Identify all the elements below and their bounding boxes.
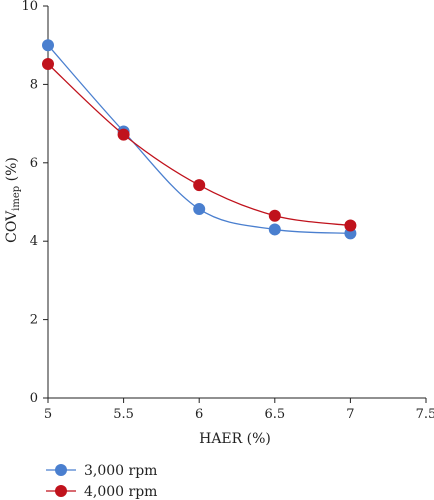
y-ticks: 0 2 4 6 8 10: [21, 0, 48, 406]
series-layer: [42, 39, 357, 240]
y-tick-label: 2: [30, 313, 38, 328]
plot-area: 5 5.5 6 6.5 7 7.5 0 2 4 6 8 10: [21, 0, 434, 422]
legend-marker: [55, 485, 67, 497]
y-tick-label: 4: [30, 234, 38, 249]
data-point: [42, 58, 54, 71]
legend-item-4000: 4,000 rpm: [46, 484, 157, 500]
data-point: [193, 203, 206, 216]
series-1: [42, 58, 357, 232]
x-axis-title: HAER (%): [199, 431, 271, 447]
y-axis-title-suffix: (%): [4, 157, 20, 186]
y-tick-label: 6: [30, 156, 38, 171]
legend-label: 4,000 rpm: [84, 484, 157, 500]
data-point: [42, 39, 54, 52]
series-line: [47, 63, 351, 227]
x-tick-label: 7: [346, 407, 354, 422]
data-point: [344, 219, 357, 232]
legend-marker: [55, 464, 67, 476]
data-point: [268, 209, 281, 222]
data-point: [193, 179, 206, 192]
series-0: [42, 39, 357, 240]
legend-label: 3,000 rpm: [84, 463, 157, 479]
x-tick-label: 6.5: [264, 407, 285, 422]
y-tick-label: 10: [21, 0, 38, 14]
y-tick-label: 8: [30, 77, 38, 92]
x-tick-label: 5: [44, 407, 52, 422]
y-axis-title: COVimep (%): [4, 157, 22, 243]
x-tick-label: 7.5: [416, 407, 434, 422]
legend-item-3000: 3,000 rpm: [46, 463, 157, 479]
data-point: [117, 128, 130, 141]
x-ticks: 5 5.5 6 6.5 7 7.5: [44, 398, 434, 422]
legend: 3,000 rpm 4,000 rpm: [46, 463, 157, 500]
y-axis-title-main: COV: [4, 210, 20, 243]
x-tick-label: 6: [195, 407, 203, 422]
x-tick-label: 5.5: [113, 407, 134, 422]
y-tick-label: 0: [30, 391, 38, 406]
series-line: [47, 44, 351, 235]
y-axis-title-sub: imep: [11, 186, 22, 211]
data-point: [268, 223, 281, 236]
